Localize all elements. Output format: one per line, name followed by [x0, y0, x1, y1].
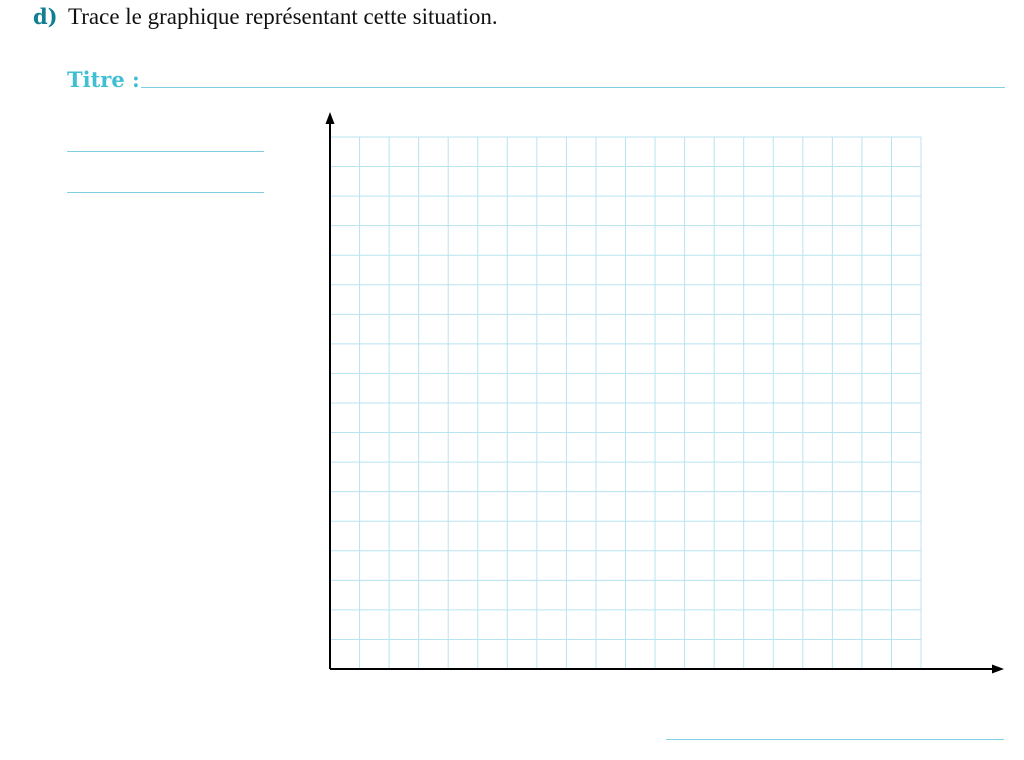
question-letter: d) [33, 4, 58, 29]
title-answer-line[interactable] [141, 87, 1005, 88]
y-axis-title-line-1[interactable] [67, 151, 264, 152]
x-axis-arrowhead [992, 664, 1004, 674]
y-axis-arrowhead [325, 112, 335, 124]
question-text: Trace le graphique représentant cette si… [68, 4, 498, 29]
title-label: Titre : [67, 67, 140, 92]
grid-lines [330, 136, 922, 669]
x-axis-title-line[interactable] [666, 739, 1004, 740]
y-axis-title-line-2[interactable] [67, 192, 264, 193]
